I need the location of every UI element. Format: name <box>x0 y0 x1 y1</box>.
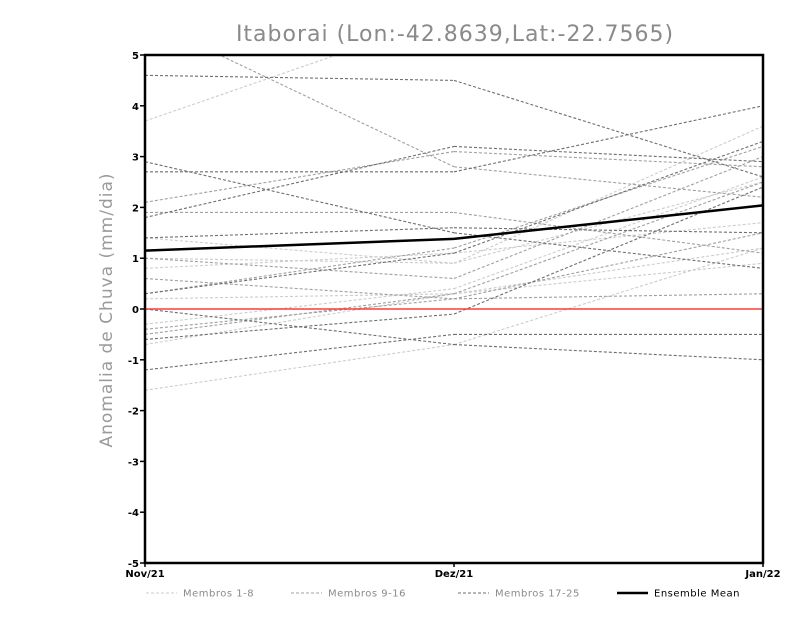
member-line-segment <box>453 227 763 234</box>
member-line-segment <box>145 227 455 239</box>
y-tick-label: -1 <box>128 356 139 367</box>
legend-label: Ensemble Mean <box>654 589 740 600</box>
member-line-segment <box>453 222 763 254</box>
member-line-segment <box>453 247 763 295</box>
y-tick-label: -5 <box>128 559 139 570</box>
y-tick-label: -3 <box>128 457 139 468</box>
member-line-segment <box>145 257 455 280</box>
member-line-segment <box>145 293 455 335</box>
x-tick-label: Dez/21 <box>435 569 474 580</box>
member-line-segment <box>453 211 763 254</box>
member-line-segment <box>454 0 763 14</box>
legend-label: Membros 9-16 <box>328 589 406 600</box>
member-line-segment <box>145 333 455 371</box>
chart-title: Itaborai (Lon:-42.8639,Lat:-22.7565) <box>236 22 674 47</box>
member-line-segment <box>218 55 455 168</box>
y-tick-label: 0 <box>132 305 139 316</box>
y-tick-label: 4 <box>132 102 139 113</box>
member-line-segment <box>453 186 763 315</box>
y-tick-label: 1 <box>132 254 139 265</box>
x-tick-label: Jan/22 <box>744 569 780 580</box>
member-line-segment <box>453 105 763 173</box>
y-axis-ticks: -5 -4 -3 -2 -1 0 1 2 3 4 5 <box>128 51 145 570</box>
member-line-segment <box>145 161 455 234</box>
member-line-segment <box>145 288 455 325</box>
member-line-segment <box>145 247 455 295</box>
y-tick-label: 2 <box>132 203 139 214</box>
member-line-segment <box>145 145 455 219</box>
member-line-segment <box>453 247 763 346</box>
member-line-segment <box>145 252 455 295</box>
member-line-segment <box>453 150 763 168</box>
series-layer <box>145 0 763 391</box>
member-line-segment <box>453 166 763 198</box>
member-line-segment <box>453 344 763 361</box>
legend: Membros 1-8 Membros 9-16 Membros 17-25 Ense… <box>146 589 740 600</box>
member-line-segment <box>453 156 763 280</box>
y-tick-label: -4 <box>128 508 139 519</box>
member-line-segment <box>453 145 763 249</box>
y-tick-label: -2 <box>128 407 139 418</box>
legend-label: Membros 17-25 <box>495 589 580 600</box>
y-tick-label: 5 <box>132 51 139 62</box>
legend-label: Membros 1-8 <box>183 589 254 600</box>
ensemble-mean-line-segment <box>144 237 455 252</box>
member-line-segment <box>453 293 763 300</box>
y-axis-label: Anomalia de Chuva (mm/dia) <box>97 172 117 447</box>
member-line-segment <box>453 232 763 300</box>
member-line-segment <box>145 277 455 300</box>
member-line-segment <box>145 313 455 341</box>
ensemble-mean-line-segment <box>453 204 764 241</box>
member-line-segment <box>453 262 763 295</box>
member-line-segment <box>145 293 455 346</box>
member-line-segment <box>145 150 455 203</box>
member-line-segment <box>145 74 455 81</box>
x-tick-label: Nov/21 <box>125 569 164 580</box>
member-line-segment <box>453 145 763 163</box>
member-line-segment <box>453 79 763 178</box>
member-line-segment <box>145 344 455 391</box>
y-tick-label: 3 <box>132 153 139 164</box>
x-axis-ticks: Nov/21 Dez/21 Jan/22 <box>125 563 781 580</box>
member-line-segment <box>453 125 763 264</box>
member-line-segment <box>145 257 455 264</box>
member-line-segment <box>145 237 455 264</box>
member-line-segment <box>453 181 763 264</box>
member-line-segment <box>145 293 455 300</box>
